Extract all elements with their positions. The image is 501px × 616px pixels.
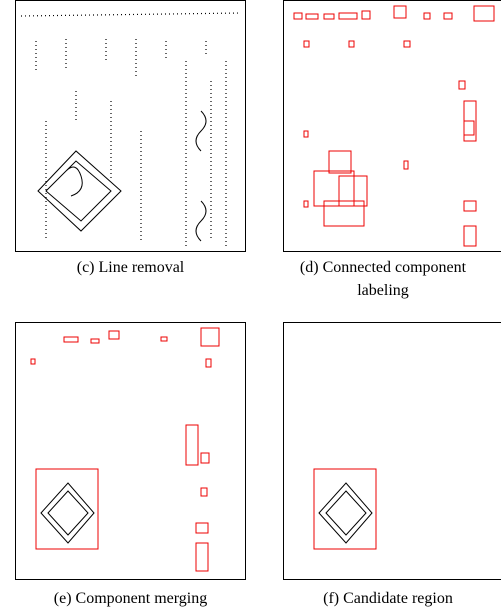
caption: (d) Connected component labeling (283, 256, 483, 302)
panel-line-removal (15, 0, 246, 252)
panel-connected-components (283, 0, 501, 252)
caption: (c) Line removal (15, 256, 246, 279)
image (16, 1, 245, 251)
panel-candidate-region (283, 322, 501, 580)
caption: (e) Component merging (15, 587, 246, 610)
caption: (f) Candidate region (283, 587, 493, 610)
figure: (c) Line removal (d) Connected component… (0, 0, 501, 616)
panel-component-merging (15, 322, 246, 580)
image (16, 323, 245, 579)
image (284, 1, 501, 251)
image (284, 323, 501, 579)
